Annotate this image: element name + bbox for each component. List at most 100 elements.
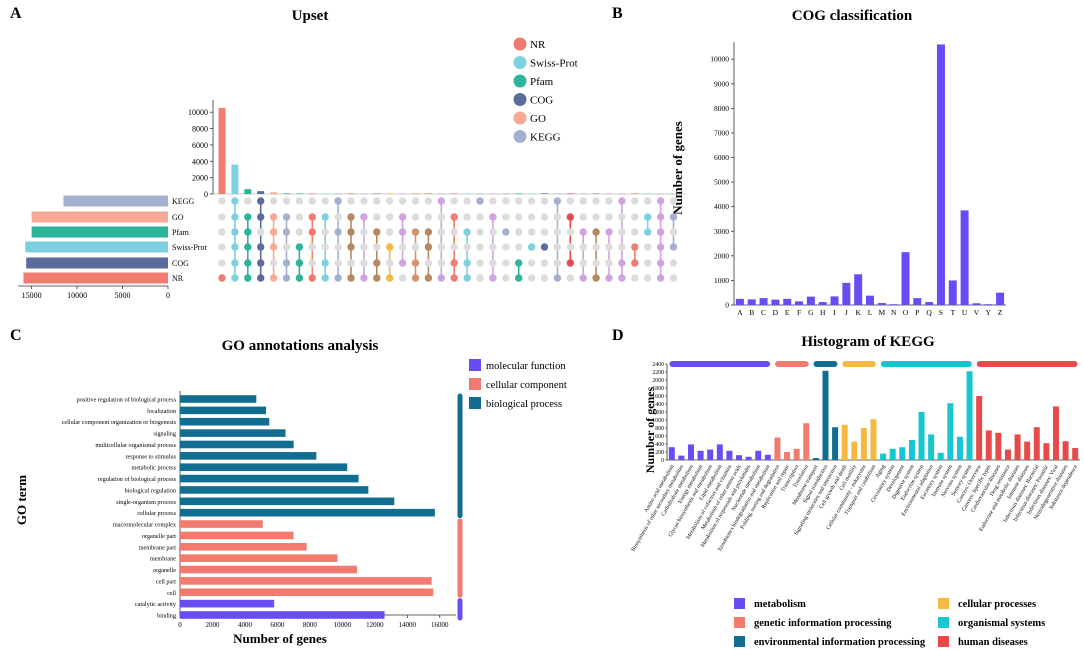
upset-matrix-dot-empty [515, 243, 523, 251]
kegg-group-bar [976, 361, 1078, 367]
cog-y-tick-label: 2000 [714, 251, 729, 260]
cog-bar [759, 298, 768, 305]
upset-matrix-dot-empty [360, 197, 368, 205]
upset-matrix-dot-filled [321, 259, 329, 267]
upset-matrix-dot-empty [450, 197, 458, 205]
go-ylabel: GO term [14, 475, 29, 525]
upset-matrix-dot-filled [515, 274, 523, 282]
upset-intersection-bar [541, 193, 548, 194]
kegg-y-tick-label: 0 [661, 458, 664, 464]
upset-matrix-dot-filled [515, 259, 523, 267]
kegg-x-tick-label: Biosynthesis of other secondary metaboli… [630, 464, 685, 553]
upset-matrix-dot-empty [644, 243, 652, 251]
cog-x-tick-label: K [855, 308, 861, 317]
cog-x-tick-label: Q [926, 308, 932, 317]
go-y-tick-label: macromolecular complex [113, 522, 177, 529]
go-legend-swatch [469, 397, 481, 409]
upset-matrix-dot-empty [592, 213, 600, 221]
upset-intersection-bar [476, 193, 484, 194]
upset-matrix-dot-empty [295, 213, 304, 221]
go-bar [180, 440, 294, 449]
kegg-y-tick-label: 2400 [652, 362, 664, 368]
go-x-tick-label: 10000 [334, 621, 352, 629]
upset-matrix-dot-empty [566, 197, 574, 205]
upset-set-bar [25, 241, 168, 253]
upset-matrix-dot-filled [566, 259, 574, 267]
upset-matrix-dot-filled [308, 274, 316, 282]
panel-label-a: A [10, 5, 22, 22]
upset-intersection-bar [321, 193, 329, 194]
upset-matrix-dot-filled [411, 228, 420, 236]
upset-intersection-tick-label: 2000 [192, 174, 208, 183]
kegg-legend-swatch [734, 617, 745, 628]
kegg-y-tick-label: 200 [655, 450, 664, 456]
go-bar [180, 508, 435, 517]
upset-matrix-dot-empty [437, 243, 445, 251]
upset-matrix-dot-filled [373, 274, 381, 282]
upset-matrix-dot-empty [347, 259, 355, 267]
kegg-bar [668, 447, 675, 460]
upset-matrix-dot-filled [437, 274, 445, 282]
upset-matrix-dot-empty [437, 228, 445, 236]
upset-matrix-dot-empty [592, 197, 600, 205]
upset-matrix-dot-empty [321, 243, 329, 251]
upset-matrix-dot-filled [347, 274, 355, 282]
upset-intersection-bar [515, 193, 523, 194]
upset-matrix-dot-filled [295, 243, 304, 251]
upset-matrix-dot-filled [231, 274, 239, 282]
upset-matrix-dot-empty [540, 213, 549, 221]
upset-matrix-dot-empty [592, 243, 600, 251]
upset-matrix-dot-empty [218, 213, 226, 221]
kegg-bar [707, 449, 714, 460]
panel-label-d: D [612, 327, 624, 344]
go-bar [180, 463, 348, 472]
upset-matrix-dot-empty [527, 228, 536, 236]
upset-matrix-dot-empty [424, 259, 433, 267]
upset-matrix-dot-filled [579, 228, 587, 236]
kegg-group-bar [880, 361, 972, 367]
upset-intersection-bar [399, 193, 407, 194]
go-x-tick-label: 2000 [205, 621, 220, 629]
upset-matrix-dot-filled [257, 243, 265, 251]
kegg-bar [774, 437, 781, 460]
upset-matrix-dot-filled [308, 228, 316, 236]
upset-matrix-dot-filled [398, 228, 407, 236]
go-y-tick-label: cell part [156, 578, 176, 585]
upset-matrix-dot-filled [373, 259, 381, 267]
upset-legend-swatch [513, 56, 527, 69]
upset-matrix-dot-empty [476, 259, 484, 267]
kegg-bar [1033, 427, 1040, 460]
upset-intersection-bar [618, 193, 626, 194]
upset-set-tick-label: 15000 [22, 291, 42, 300]
cog-x-tick-label: G [808, 308, 814, 317]
upset-matrix-dot-filled [244, 228, 252, 236]
upset-matrix-dot-empty [476, 274, 484, 282]
upset-intersection-bar [489, 193, 497, 194]
upset-intersection-bar [592, 193, 600, 194]
upset-intersection-tick-label: 0 [204, 190, 208, 199]
kegg-legend-label: cellular processes [958, 599, 1036, 610]
go-chart: molecular function cellular component biol… [62, 359, 567, 629]
kegg-bar [966, 371, 973, 460]
go-x-tick-label: 12000 [366, 621, 384, 629]
cog-x-tick-label: V [974, 308, 980, 317]
upset-intersection-bar [605, 193, 613, 194]
upset-matrix-dot-empty [424, 213, 433, 221]
upset-matrix-dot-empty [295, 197, 304, 205]
upset-matrix-dot-filled [605, 274, 613, 282]
upset-matrix-dot-filled [386, 243, 394, 251]
upset-matrix-dot-filled [618, 274, 626, 282]
upset-matrix-dot-filled [282, 213, 291, 221]
upset-matrix-dot-empty [502, 213, 510, 221]
kegg-y-tick-label: 1600 [652, 394, 664, 400]
kegg-legend-swatch [734, 598, 745, 609]
upset-matrix-dot-filled [244, 274, 252, 282]
upset-matrix-dot-filled [269, 228, 278, 236]
go-y-tick-label: response to stimulus [125, 453, 176, 460]
go-bar [180, 565, 357, 574]
upset-matrix-dot-empty [463, 197, 471, 205]
upset-matrix-dot-empty [489, 228, 497, 236]
upset-matrix-dot-filled [257, 197, 265, 205]
kegg-y-tick-label: 400 [655, 442, 664, 448]
